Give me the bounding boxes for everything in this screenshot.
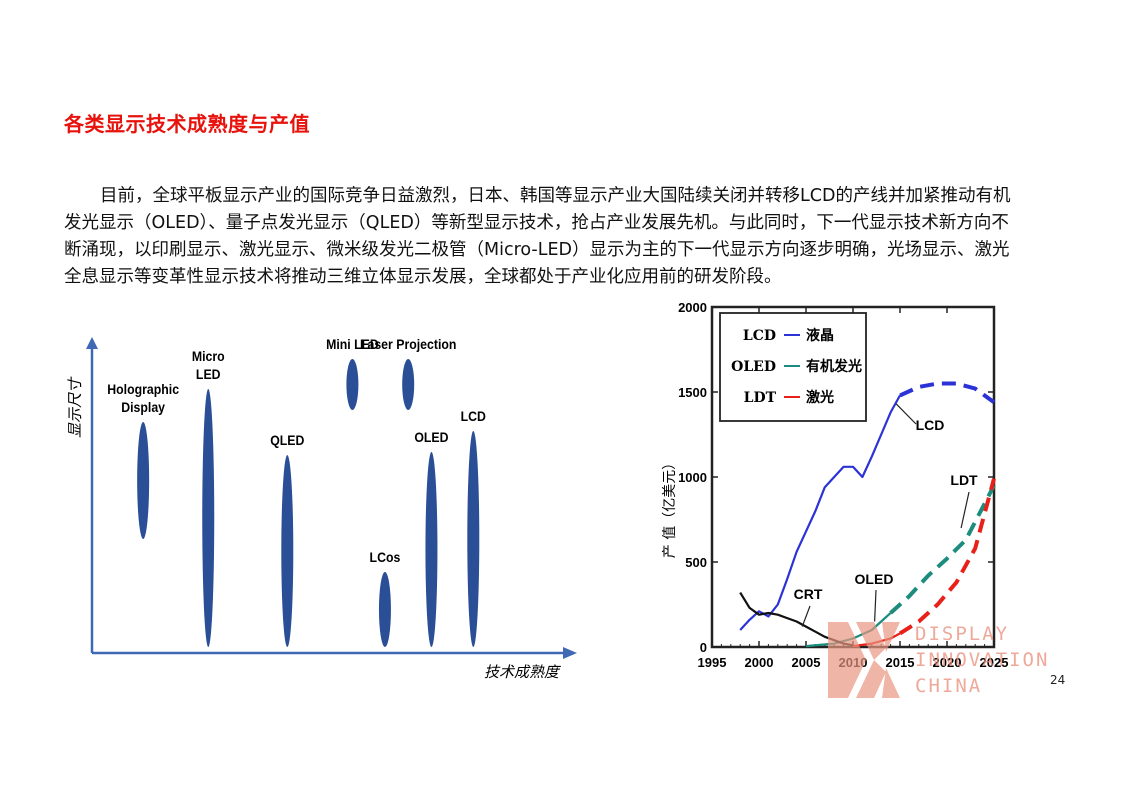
x-tick-label: 2005 bbox=[792, 655, 821, 670]
watermark-line: DISPLAY bbox=[915, 623, 1010, 645]
display-innovation-china-watermark: DISPLAY INNOVATION CHINA bbox=[826, 620, 1056, 700]
series-line-lcd bbox=[739, 394, 901, 631]
y-tick-label: 500 bbox=[685, 555, 707, 570]
y-axis-label: 显示尺寸 bbox=[66, 376, 84, 438]
maturity-ellipse bbox=[202, 389, 215, 647]
maturity-ellipse bbox=[137, 422, 150, 539]
watermark-line: INNOVATION bbox=[915, 649, 1050, 671]
legend-desc: 激光 bbox=[806, 389, 834, 406]
paragraph-line: 发光显示（OLED）、量子点发光显示（QLED）等新型显示技术，抢占产业发展先机… bbox=[64, 213, 1009, 233]
annotation-leader bbox=[895, 403, 917, 425]
maturity-ellipse bbox=[402, 359, 415, 410]
maturity-ellipse bbox=[281, 455, 294, 647]
maturity-ellipse bbox=[346, 359, 359, 410]
technology-label: Laser Projection bbox=[360, 336, 456, 352]
series-line-ldt bbox=[898, 478, 996, 636]
watermark-line: CHINA bbox=[915, 675, 983, 697]
intro-paragraph: 目前，全球平板显示产业的国际竞争日益激烈，日本、韩国等显示产业大国陆续关闭并转移… bbox=[64, 183, 1054, 291]
curve-annotation: LDT bbox=[950, 472, 978, 488]
x-axis-label: 技术成熟度 bbox=[484, 663, 561, 681]
annotation-leader bbox=[801, 605, 811, 627]
page-number: 24 bbox=[1050, 673, 1066, 687]
y-tick-label: 2000 bbox=[678, 300, 707, 315]
maturity-ellipse bbox=[467, 431, 480, 647]
x-tick-label: 2000 bbox=[745, 655, 774, 670]
series-line-lcd bbox=[899, 381, 996, 404]
paragraph-line: 目前，全球平板显示产业的国际竞争日益激烈，日本、韩国等显示产业大国陆续关闭并转移… bbox=[100, 186, 1011, 206]
legend-key: LCD bbox=[743, 328, 776, 344]
y-tick-label: 1000 bbox=[678, 470, 707, 485]
y-axis-arrow-icon bbox=[86, 337, 98, 349]
technology-label: Holographic bbox=[107, 381, 179, 397]
maturity-ellipse bbox=[425, 452, 438, 647]
legend-desc: 有机发光 bbox=[806, 358, 862, 375]
paragraph-line: 断涌现，以印刷显示、激光显示、微米级发光二极管（Micro-LED）显示为主的下… bbox=[64, 240, 1010, 260]
annotation-leader bbox=[960, 491, 970, 529]
x-axis-arrow-icon bbox=[563, 647, 577, 659]
technology-label: Mini LED bbox=[326, 336, 379, 352]
curve-annotation: OLED bbox=[855, 571, 894, 587]
technology-label: LED bbox=[196, 366, 221, 382]
paragraph-line: 全息显示等变革性显示技术将推动三维立体显示发展，全球都处于产业化应用前的研发阶段… bbox=[64, 267, 782, 287]
technology-label: Display bbox=[121, 399, 165, 415]
technology-label: LCos bbox=[370, 549, 401, 565]
legend-key: OLED bbox=[731, 359, 776, 375]
curve-annotation: CRT bbox=[794, 586, 823, 602]
y-axis-label: 产 值（亿美元） bbox=[662, 456, 678, 558]
x-tick-label: 2025 bbox=[980, 655, 1009, 670]
technology-label: LCD bbox=[461, 408, 486, 424]
maturity-ellipse bbox=[378, 572, 391, 647]
technology-label: QLED bbox=[270, 432, 304, 448]
x-tick-label: 2020 bbox=[933, 655, 962, 670]
technology-label: OLED bbox=[414, 429, 448, 445]
annotation-leader bbox=[874, 589, 877, 622]
legend-key: LDT bbox=[744, 390, 777, 406]
y-tick-label: 0 bbox=[700, 640, 707, 655]
technology-label: Micro bbox=[192, 348, 225, 364]
x-tick-label: 2015 bbox=[886, 655, 915, 670]
curve-annotation: LCD bbox=[916, 417, 945, 433]
dic-logo-icon bbox=[828, 622, 900, 698]
x-tick-label: 1995 bbox=[698, 655, 727, 670]
y-tick-label: 1500 bbox=[678, 385, 707, 400]
page-title: 各类显示技术成熟度与产值 bbox=[64, 112, 310, 136]
legend-desc: 液晶 bbox=[806, 327, 834, 344]
series-line-oled bbox=[889, 484, 996, 615]
